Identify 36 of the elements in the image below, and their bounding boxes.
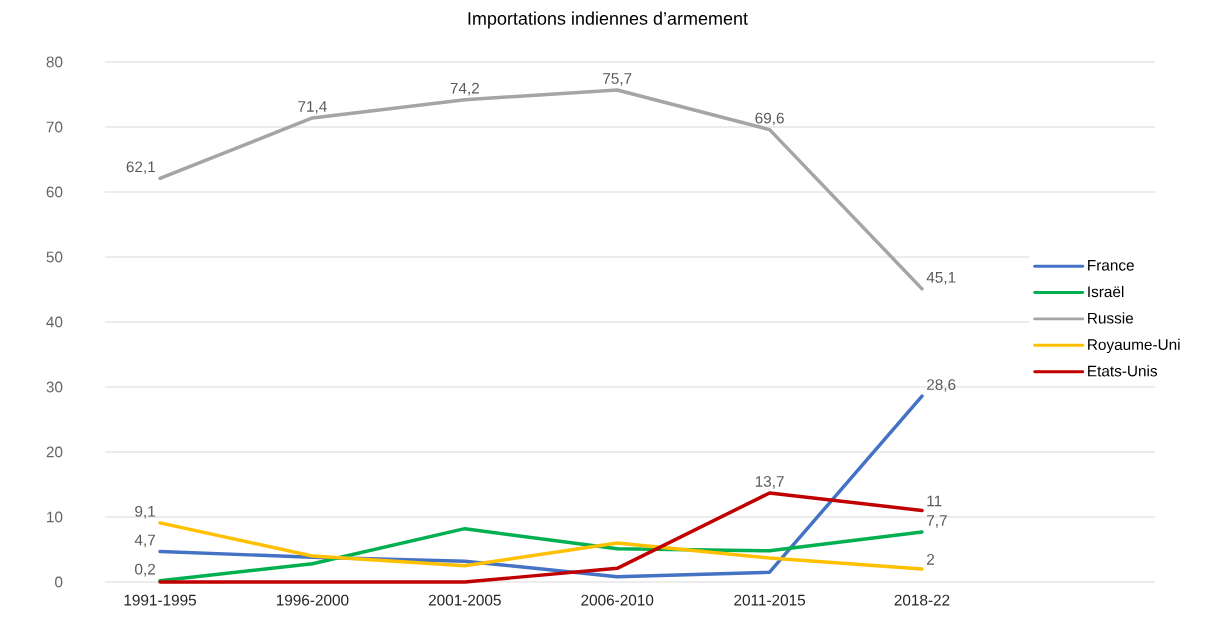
data-label: 74,2: [450, 82, 479, 96]
legend-label: Russie: [1088, 312, 1134, 324]
data-label: 13,7: [755, 476, 784, 489]
x-tick-label: 2006-2010: [581, 594, 654, 606]
x-tick-label: 2018-22: [894, 594, 950, 606]
legend-label: France: [1088, 260, 1134, 271]
legend-label: Royaume-Uni: [1088, 338, 1180, 354]
legend-label: Etats-Unis: [1088, 365, 1158, 377]
data-label: 2: [927, 554, 935, 565]
y-tick-label: 80: [46, 56, 63, 68]
data-label: 4,7: [134, 534, 155, 548]
y-tick-label: 10: [47, 511, 63, 523]
y-tick-label: 0: [55, 576, 63, 588]
y-tick-label: 70: [46, 121, 63, 133]
data-label: 45,1: [926, 272, 956, 285]
data-label: 7,7: [927, 515, 947, 528]
data-label: 69,6: [755, 112, 784, 126]
x-tick-label: 1991-1995: [124, 594, 197, 606]
y-tick-label: 20: [46, 446, 63, 458]
line-series: [158, 521, 924, 571]
y-tick-label: 40: [46, 316, 63, 328]
data-label: 0,2: [135, 563, 155, 577]
y-tick-label: 60: [46, 186, 63, 198]
chart-title: Importations indiennes d’armement: [468, 11, 748, 29]
data-label: 62,1: [126, 161, 155, 175]
x-tick-label: 1996-2000: [276, 594, 349, 606]
legend-label: Israël: [1088, 285, 1124, 298]
x-tick-label: 2001-2005: [428, 594, 501, 606]
data-label: 9,1: [135, 505, 155, 519]
y-tick-label: 50: [46, 251, 63, 263]
data-label: 28,6: [927, 379, 956, 392]
y-tick-label: 30: [46, 381, 63, 393]
x-tick-label: 2011-2015: [734, 594, 806, 606]
data-label: 75,7: [603, 73, 632, 86]
data-label: 71,4: [298, 101, 327, 114]
data-label: 11: [927, 495, 942, 507]
